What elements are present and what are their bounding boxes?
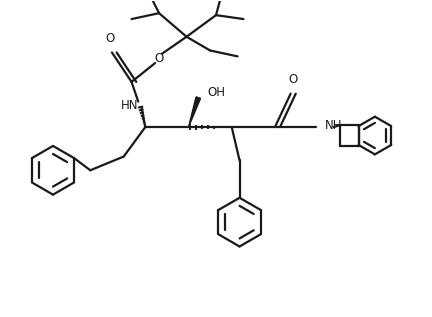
- Text: OH: OH: [207, 87, 225, 100]
- Text: O: O: [289, 73, 298, 86]
- Text: O: O: [105, 32, 114, 45]
- Text: NH: NH: [325, 119, 342, 132]
- Text: HN: HN: [121, 99, 138, 112]
- Polygon shape: [188, 97, 200, 127]
- Text: O: O: [154, 52, 164, 65]
